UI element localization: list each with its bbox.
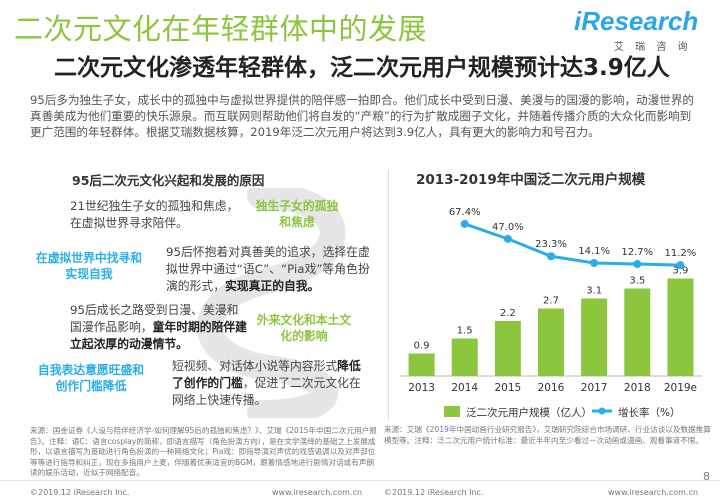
logo-subtext: 艾 瑞 咨 询 (614, 42, 692, 53)
growth-point-2015 (503, 234, 512, 243)
bar-2013 (408, 353, 435, 376)
footer-divider (0, 480, 720, 481)
bar-2016 (538, 308, 564, 376)
footer-copyright-left: ©2019.12 iResearch Inc. (30, 488, 130, 497)
bar-2017 (581, 298, 608, 376)
bar-label-2018: 3.5 (629, 276, 645, 287)
growth-label-2018: 12.7% (621, 247, 653, 258)
intro-paragraph: 95后多为独生子女，成长中的孤独中与虚拟世界提供的陪伴感一拍即合。他们成长中受到… (30, 93, 695, 139)
left-section-title: 95后二次元文化兴起和发展的原因 (72, 173, 265, 188)
reason-4-text: 短视频、对话体小说等内容形式降低了创作的门槛，促进了二次元文化在网络上快速传播。 (172, 358, 372, 409)
x-tick-2016: 2016 (538, 382, 565, 394)
legend-line-marker (598, 407, 606, 415)
reason-2-bold: 实现真正的自我。 (225, 279, 320, 293)
footer-copyright-right: ©2019.12 iResearch Inc. (384, 488, 484, 497)
growth-label-2016: 23.3% (535, 239, 567, 250)
iresearch-logo: iResearch 艾 瑞 咨 询 (574, 6, 698, 53)
reason-3-normal: 95后成长之路受到日漫、美漫和国漫作品影响， (70, 303, 239, 334)
chart-title: 2013-2019年中国泛二次元用户规模 (416, 172, 646, 188)
growth-point-2019e (676, 261, 685, 270)
tag-find-self: 在虚拟世界中找寻和实现自我 (35, 251, 143, 281)
growth-point-2014 (460, 219, 469, 228)
growth-label-2015: 47.0% (492, 222, 524, 233)
bar-label-2016: 2.7 (543, 296, 559, 307)
reason-3-text: 95后成长之路受到日漫、美漫和国漫作品影响，童年时期的陪伴建立起浓厚的动漫情节。 (70, 302, 248, 353)
reason-4-normal-b: ，促进了二次元文化在网络上快速传播。 (172, 376, 361, 407)
growth-point-2017 (590, 258, 599, 267)
reason-3-bold: 童年时期的陪伴建立起浓厚的动漫情节。 (70, 320, 247, 351)
x-tick-2019e: 2019e (664, 382, 697, 394)
x-tick-2018: 2018 (624, 382, 651, 394)
legend-bar-swatch (444, 406, 460, 417)
reason-4-bold: 降低了创作的门槛 (172, 359, 361, 390)
growth-line (464, 222, 681, 267)
chart-source-note: 来源：艾瑞《2019年中国动画行业研究报告》，艾瑞研究院综合市场调研、行业访谈以… (384, 425, 711, 445)
reason-2-text: 95后怀抱着对真善美的追求，选择在虚拟世界中通过“语C”、“Pia戏”等角色扮演… (166, 244, 371, 295)
bar-label-2013: 0.9 (414, 341, 430, 352)
reason-1-text: 21世纪独生子女的孤独和焦虑，在虚拟世界寻求陪伴。 (70, 199, 239, 230)
x-tick-2015: 2015 (494, 382, 521, 394)
bar-label-2014: 1.5 (457, 326, 473, 337)
x-tick-2017: 2017 (581, 382, 608, 394)
tag-self-expression: 自我表达意愿旺盛和创作门槛降低 (37, 363, 145, 393)
column-divider (388, 170, 389, 420)
footer-site-mid: www.iresearch.com.cn (272, 488, 362, 497)
page-subtitle: 二次元文化渗透年轻群体，泛二次元用户规模预计达3.9亿人 (54, 55, 670, 81)
bar-label-2019e: 3.9 (672, 266, 688, 277)
tag-only-child: 独生子女的孤独和焦虑 (255, 199, 339, 229)
swirl-graphic (197, 188, 346, 418)
footer-site-right: www.iresearch.com.cn (608, 488, 698, 497)
left-source-note: 来源：国金证券《人设与陪伴经济学-如何理解95后的孤独和焦虑？》、艾瑞《2015… (30, 426, 377, 477)
x-tick-2013: 2013 (408, 382, 435, 394)
growth-label-2014: 67.4% (449, 207, 481, 218)
growth-label-2017: 14.1% (578, 246, 610, 257)
page-number: 8 (703, 470, 710, 483)
legend-bar-label: 泛二次元用户规模（亿人） (466, 406, 592, 419)
page-title: 二次元文化在年轻群体中的发展 (14, 12, 428, 46)
growth-point-2018 (633, 260, 642, 269)
growth-label-2019e: 11.2% (665, 248, 697, 259)
reason-2-normal: 95后怀抱着对真善美的追求，选择在虚拟世界中通过“语C”、“Pia戏”等角色扮演… (166, 245, 370, 293)
bar-2014 (451, 338, 478, 376)
bar-label-2015: 2.2 (500, 308, 516, 319)
x-tick-2014: 2014 (451, 382, 478, 394)
legend-line-label: 增长率（%） (618, 406, 680, 419)
user-scale-chart: 0.9 2013 1.5 2014 2.2 2015 2.7 2016 3.1 2017 3.5 20… (400, 207, 702, 419)
logo-text: iResearch (574, 6, 699, 36)
bar-label-2017: 3.1 (586, 286, 602, 297)
reason-4-normal-a: 短视频、对话体小说等内容形式 (172, 359, 338, 373)
bar-2019e (667, 278, 694, 376)
bar-2015 (494, 321, 521, 376)
bar-2018 (624, 288, 651, 376)
growth-point-2016 (547, 252, 555, 261)
tag-culture-influence: 外来文化和本土文化的影响 (256, 313, 352, 343)
